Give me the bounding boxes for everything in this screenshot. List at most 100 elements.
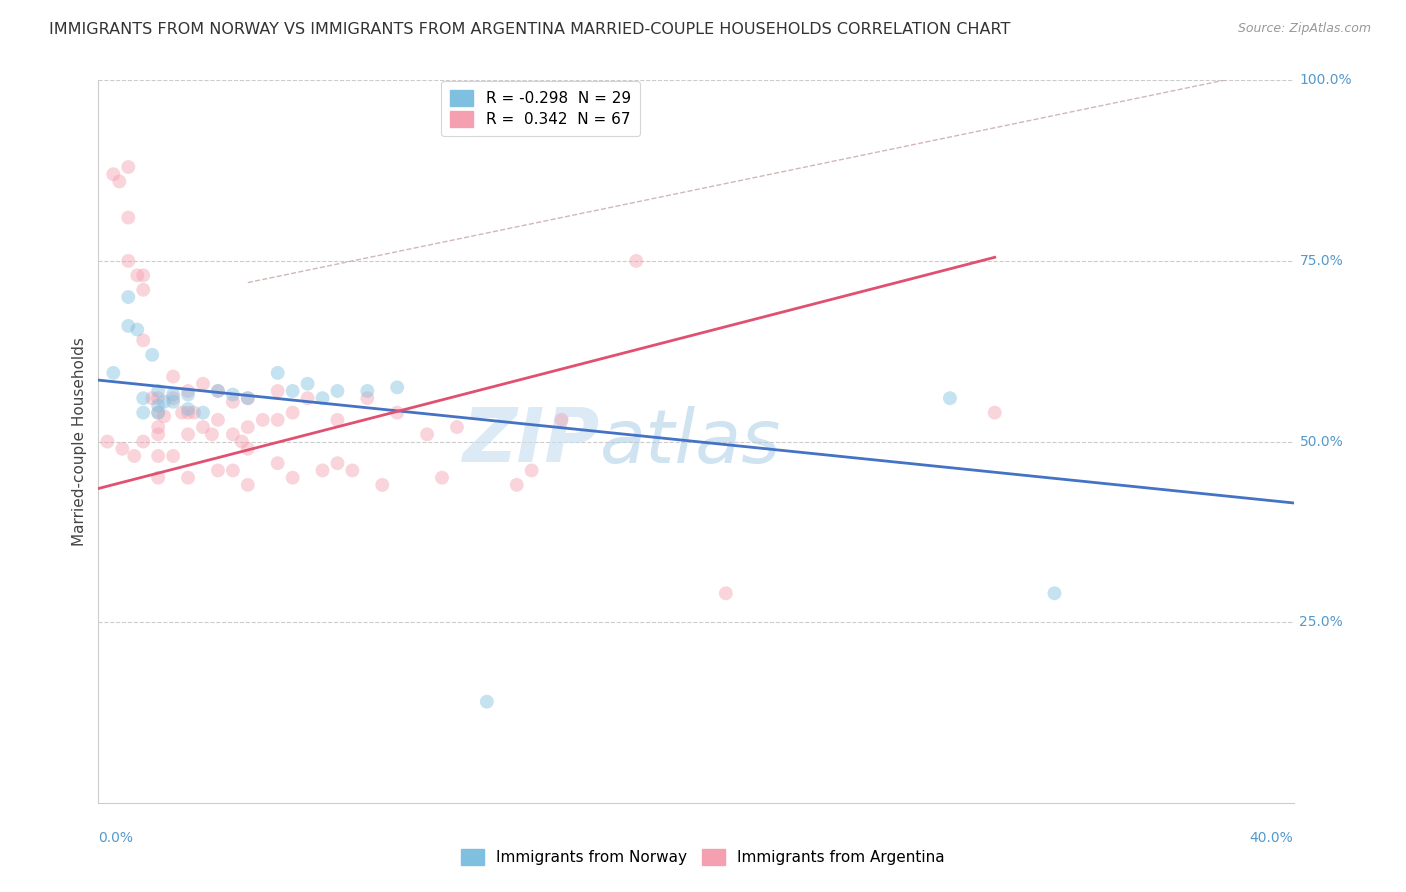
Point — [148, 427, 170, 442]
Point — [236, 420, 259, 434]
Point — [520, 463, 543, 477]
Point — [326, 456, 349, 470]
Text: IMMIGRANTS FROM NORWAY VS IMMIGRANTS FROM ARGENTINA MARRIED-COUPLE HOUSEHOLDS CO: IMMIGRANTS FROM NORWAY VS IMMIGRANTS FRO… — [49, 22, 1011, 37]
Point — [148, 406, 170, 420]
Point — [281, 384, 304, 398]
Point — [267, 384, 290, 398]
Point — [183, 406, 205, 420]
Point — [103, 167, 125, 181]
Point — [939, 391, 962, 405]
Point — [281, 406, 304, 420]
Point — [132, 434, 155, 449]
Point — [297, 376, 319, 391]
Point — [201, 427, 224, 442]
Point — [103, 366, 125, 380]
Point — [311, 391, 333, 405]
Point — [506, 478, 529, 492]
Point — [311, 463, 333, 477]
Point — [117, 318, 139, 333]
Point — [984, 406, 1007, 420]
Text: 40.0%: 40.0% — [1250, 830, 1294, 845]
Point — [117, 160, 139, 174]
Point — [267, 366, 290, 380]
Point — [430, 470, 453, 484]
Point — [207, 413, 229, 427]
Point — [222, 394, 245, 409]
Point — [148, 449, 170, 463]
Point — [153, 394, 176, 409]
Point — [356, 384, 378, 398]
Point — [714, 586, 737, 600]
Point — [162, 369, 184, 384]
Point — [191, 376, 214, 391]
Point — [191, 420, 214, 434]
Point — [191, 406, 214, 420]
Point — [148, 398, 170, 412]
Point — [177, 387, 200, 401]
Point — [124, 449, 146, 463]
Point — [207, 384, 229, 398]
Point — [177, 470, 200, 484]
Point — [207, 384, 229, 398]
Point — [117, 211, 139, 225]
Point — [127, 322, 149, 336]
Point — [132, 391, 155, 405]
Point — [148, 391, 170, 405]
Point — [141, 391, 163, 405]
Point — [132, 268, 155, 283]
Legend: R = -0.298  N = 29, R =  0.342  N = 67: R = -0.298 N = 29, R = 0.342 N = 67 — [441, 80, 640, 136]
Point — [550, 413, 572, 427]
Point — [356, 391, 378, 405]
Text: 50.0%: 50.0% — [1299, 434, 1343, 449]
Point — [132, 283, 155, 297]
Point — [172, 406, 194, 420]
Text: 25.0%: 25.0% — [1299, 615, 1343, 629]
Point — [117, 253, 139, 268]
Point — [252, 413, 274, 427]
Point — [141, 348, 163, 362]
Point — [475, 695, 498, 709]
Point — [148, 470, 170, 484]
Point — [222, 387, 245, 401]
Point — [127, 268, 149, 283]
Point — [222, 463, 245, 477]
Point — [236, 391, 259, 405]
Point — [117, 290, 139, 304]
Point — [108, 174, 131, 188]
Point — [326, 384, 349, 398]
Point — [446, 420, 468, 434]
Point — [177, 384, 200, 398]
Point — [162, 387, 184, 401]
Text: Source: ZipAtlas.com: Source: ZipAtlas.com — [1237, 22, 1371, 36]
Point — [371, 478, 394, 492]
Point — [385, 380, 409, 394]
Point — [153, 409, 176, 424]
Point — [267, 456, 290, 470]
Point — [96, 434, 118, 449]
Text: 100.0%: 100.0% — [1299, 73, 1353, 87]
Point — [177, 402, 200, 417]
Y-axis label: Married-couple Households: Married-couple Households — [72, 337, 87, 546]
Point — [236, 478, 259, 492]
Point — [132, 334, 155, 348]
Point — [297, 391, 319, 405]
Text: ZIP: ZIP — [463, 405, 600, 478]
Point — [385, 406, 409, 420]
Point — [236, 442, 259, 456]
Text: 75.0%: 75.0% — [1299, 254, 1343, 268]
Point — [148, 384, 170, 398]
Text: 0.0%: 0.0% — [98, 830, 134, 845]
Point — [1043, 586, 1066, 600]
Point — [177, 406, 200, 420]
Point — [267, 413, 290, 427]
Legend: Immigrants from Norway, Immigrants from Argentina: Immigrants from Norway, Immigrants from … — [454, 843, 952, 871]
Point — [162, 449, 184, 463]
Point — [326, 413, 349, 427]
Point — [231, 434, 253, 449]
Point — [177, 427, 200, 442]
Text: atlas: atlas — [600, 406, 782, 477]
Point — [281, 470, 304, 484]
Point — [222, 427, 245, 442]
Point — [148, 406, 170, 420]
Point — [148, 420, 170, 434]
